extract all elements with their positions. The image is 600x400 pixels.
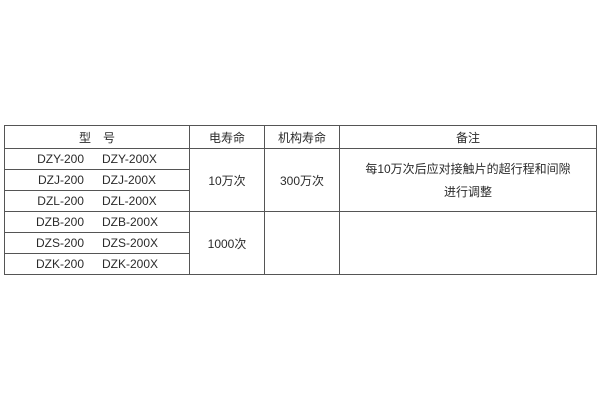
model-name: DZL-200 [37,194,84,208]
table-row: DZY-200 DZY-200X 10万次 300万次 每10万次后应对接触片的… [4,148,597,212]
table-row: DZB-200 DZB-200X 1000次 [4,211,597,275]
table-row: DZJ-200 DZJ-200X [4,169,597,191]
model-cell: DZB-200 DZB-200X [4,211,190,233]
header-remark: 备注 [339,125,597,149]
mechanical-life-cell: 300万次 [264,148,340,212]
table-row: DZK-200 DZK-200X [4,253,597,275]
table-header-row: 型 号 电寿命 机构寿命 备注 [4,125,597,149]
model-cell: DZK-200 DZK-200X [4,253,190,275]
model-name: DZB-200X [102,215,159,229]
electrical-life-cell: 10万次 [189,148,265,212]
table-row: DZS-200 DZS-200X [4,232,597,254]
model-name: DZB-200 [35,215,84,229]
model-name: DZJ-200 [37,173,84,187]
header-model: 型 号 [4,125,190,149]
model-name: DZS-200 [35,236,84,250]
model-name: DZJ-200X [101,173,157,187]
model-name: DZS-200X [102,236,159,250]
model-cell: DZJ-200 DZJ-200X [4,169,190,191]
model-name: DZY-200 [37,152,84,166]
remark-cell [339,211,597,275]
model-name: DZL-200X [101,194,157,208]
remark-line: 进行调整 [443,184,492,199]
remark-cell: 每10万次后应对接触片的超行程和间隙 进行调整 [339,148,597,212]
model-name: DZY-200X [102,152,157,166]
table-row: DZL-200 DZL-200X [4,190,597,212]
model-name: DZK-200X [102,257,159,271]
electrical-life-cell: 1000次 [189,211,265,275]
model-cell: DZL-200 DZL-200X [4,190,190,212]
model-cell: DZS-200 DZS-200X [4,232,190,254]
mechanical-life-cell [264,211,340,275]
remark-line: 每10万次后应对接触片的超行程和间隙 [365,161,571,176]
header-electrical-life: 电寿命 [189,125,265,149]
model-cell: DZY-200 DZY-200X [4,148,190,170]
header-mechanical-life: 机构寿命 [264,125,340,149]
model-name: DZK-200 [35,257,84,271]
spec-table: 型 号 电寿命 机构寿命 备注 DZY-200 DZY-200X 10万次 30… [4,125,597,275]
